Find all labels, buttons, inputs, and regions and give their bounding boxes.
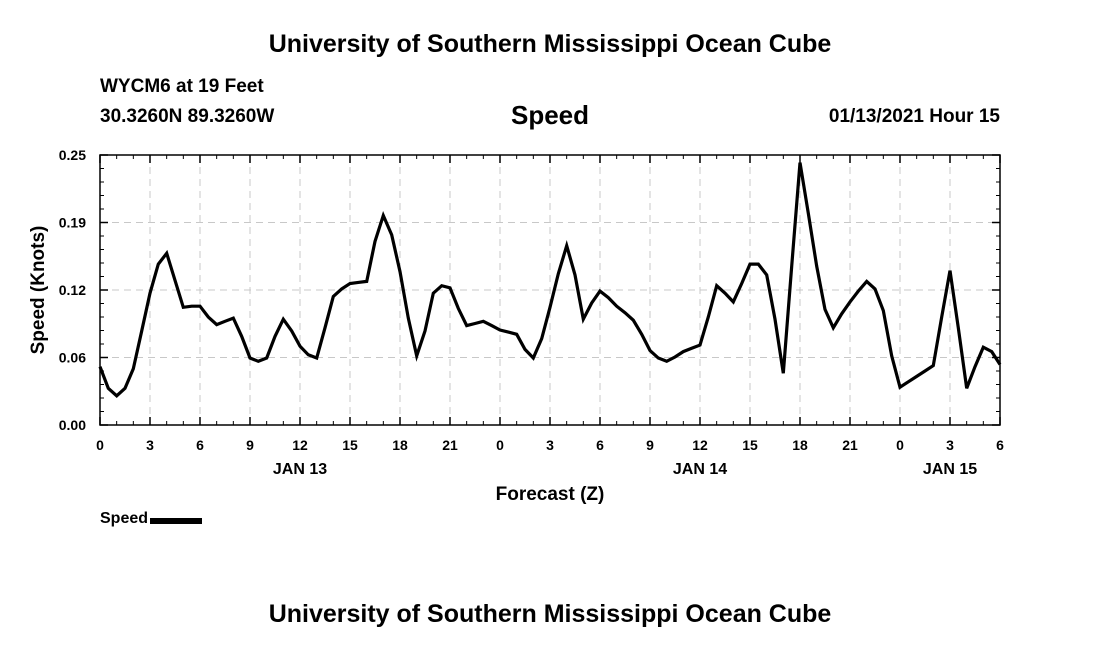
chart-title: Speed (510, 100, 590, 130)
grid-lines (100, 155, 1000, 425)
y-axis-label: Speed (Knots) (28, 226, 49, 355)
x-tick-label: 15 (742, 437, 758, 453)
top-title: University of Southern Mississippi Ocean… (268, 30, 832, 58)
x-tick-label: 21 (842, 437, 858, 453)
bottom-title: University of Southern Mississippi Ocean… (268, 600, 832, 628)
legend-label: Speed (100, 510, 149, 527)
x-tick-label: 0 (896, 437, 904, 453)
y-tick-label: 0.19 (59, 215, 86, 231)
x-tick-label: 12 (692, 437, 708, 453)
plot-frame (99, 154, 1001, 426)
x-tick-label: 3 (146, 437, 154, 453)
legend-swatch (150, 517, 203, 524)
x-tick-label: 6 (196, 437, 204, 453)
x-tick-labels: 0 3 6 9 12 15 18 21 0 3 6 9 12 15 18 21 0 3 6 (96, 437, 1004, 453)
x-tick-label: 3 (546, 437, 554, 453)
day-label: JAN 14 (673, 461, 727, 478)
series-layer (98, 162, 1002, 398)
y-tick-label: 0.12 (59, 282, 86, 298)
x-tick-label: 18 (392, 437, 408, 453)
x-tick-label: 0 (96, 437, 104, 453)
x-tick-label: 15 (342, 437, 358, 453)
x-tick-label: 6 (596, 437, 604, 453)
x-axis-label: Forecast (Z) (496, 484, 605, 505)
day-label: JAN 15 (923, 461, 977, 478)
day-labels: JAN 13 JAN 14 JAN 15 (273, 461, 977, 478)
y-tick-label: 0.06 (59, 350, 86, 366)
x-tick-label: 3 (946, 437, 954, 453)
x-tick-label: 6 (996, 437, 1004, 453)
coordinates-label: 30.3260N 89.3260W (100, 106, 275, 127)
station-label: WYCM6 at 19 Feet (100, 76, 264, 97)
x-tick-label: 9 (246, 437, 254, 453)
y-tick-labels: 0.00 0.06 0.12 0.19 0.25 (59, 147, 86, 433)
legend: Speed (100, 510, 203, 528)
x-tick-label: 21 (442, 437, 458, 453)
x-tick-label: 18 (792, 437, 808, 453)
day-label: JAN 13 (273, 461, 327, 478)
series-line-speed (98, 162, 1002, 398)
y-tick-label: 0.25 (59, 147, 86, 163)
x-tick-label: 0 (496, 437, 504, 453)
datetime-label: 01/13/2021 Hour 15 (828, 106, 1000, 127)
y-tick-label: 0.00 (59, 417, 86, 433)
x-tick-label: 9 (646, 437, 654, 453)
x-tick-label: 12 (292, 437, 308, 453)
